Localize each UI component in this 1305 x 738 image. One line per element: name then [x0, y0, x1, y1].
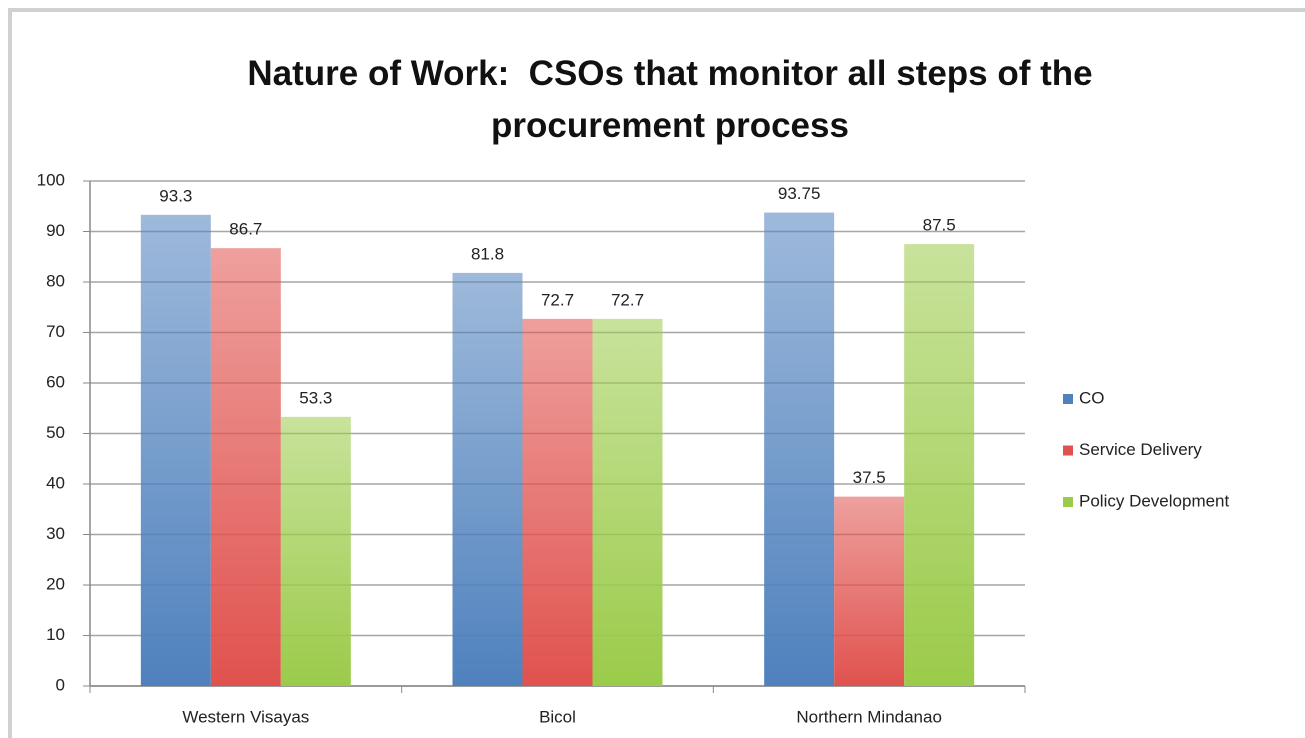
bar [592, 318, 663, 686]
data-label: 72.7 [611, 290, 644, 309]
data-label: 87.5 [923, 216, 956, 235]
data-label: 93.75 [778, 184, 821, 203]
data-label: 86.7 [229, 220, 262, 239]
data-label: 72.7 [541, 290, 574, 309]
bar [904, 244, 975, 686]
y-tick-label: 80 [46, 271, 65, 290]
y-tick-label: 60 [46, 372, 65, 391]
bar [452, 272, 523, 686]
y-tick-label: 10 [46, 625, 65, 644]
y-tick-label: 70 [46, 322, 65, 341]
bar [280, 416, 351, 686]
chart-title: Nature of Work: CSOs that monitor all st… [247, 54, 1103, 145]
bar [140, 214, 211, 686]
data-label: 37.5 [853, 468, 886, 487]
legend-swatch [1063, 445, 1073, 456]
frame [8, 8, 1305, 738]
y-tick-label: 100 [37, 170, 65, 189]
data-label: 93.3 [159, 186, 192, 205]
x-tick-label: Northern Mindanao [796, 707, 942, 726]
legend-label: CO [1079, 388, 1105, 407]
bar [834, 496, 905, 686]
legend-swatch [1063, 497, 1073, 507]
bar [764, 212, 835, 686]
y-tick-label: 40 [46, 473, 65, 492]
legend-label: Policy Development [1079, 491, 1230, 510]
bar [210, 248, 281, 687]
y-tick-label: 50 [46, 423, 65, 442]
data-label: 53.3 [299, 388, 332, 407]
data-label: 81.8 [471, 244, 504, 263]
bar [522, 318, 593, 686]
y-tick-label: 30 [46, 524, 65, 543]
legend-label: Service Delivery [1079, 440, 1202, 459]
x-tick-label: Western Visayas [182, 707, 309, 726]
y-tick-label: 0 [56, 675, 65, 694]
legend-swatch [1063, 394, 1073, 404]
y-tick-label: 90 [46, 221, 65, 240]
y-tick-label: 20 [46, 574, 65, 593]
x-tick-label: Bicol [539, 707, 576, 726]
